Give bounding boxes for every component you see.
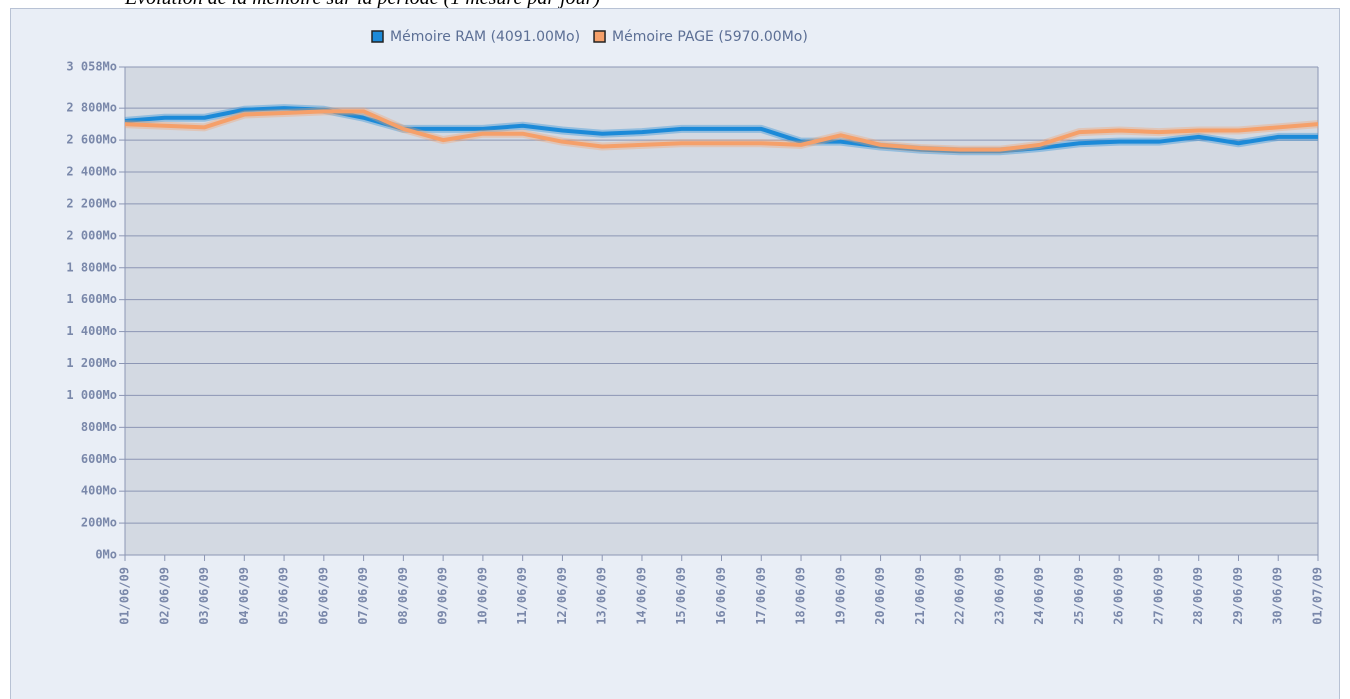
x-tick-label: 30/06/09 xyxy=(1271,567,1285,625)
x-tick-label: 05/06/09 xyxy=(277,567,291,625)
y-tick-label: 2 000Mo xyxy=(66,228,117,242)
x-tick-label: 01/06/09 xyxy=(118,567,132,625)
x-tick-label: 28/06/09 xyxy=(1191,567,1205,625)
y-tick-label: 600Mo xyxy=(81,452,117,466)
x-tick-label: 15/06/09 xyxy=(674,567,688,625)
y-tick-label: 3 058Mo xyxy=(66,60,117,74)
x-tick-label: 03/06/09 xyxy=(197,567,211,625)
y-tick-label: 1 200Mo xyxy=(66,356,117,370)
x-tick-label: 25/06/09 xyxy=(1072,567,1086,625)
x-tick-label: 19/06/09 xyxy=(833,567,847,625)
y-tick-label: 1 800Mo xyxy=(66,260,117,274)
y-tick-label: 200Mo xyxy=(81,516,117,530)
y-tick-label: 400Mo xyxy=(81,484,117,498)
x-tick-label: 24/06/09 xyxy=(1032,567,1046,625)
x-tick-label: 04/06/09 xyxy=(237,567,251,625)
x-tick-label: 12/06/09 xyxy=(555,567,569,625)
y-tick-label: 2 600Mo xyxy=(66,133,117,147)
y-tick-label: 1 600Mo xyxy=(66,292,117,306)
x-tick-label: 07/06/09 xyxy=(356,567,370,625)
y-tick-label: 2 200Mo xyxy=(66,196,117,210)
legend-label: Mémoire PAGE (5970.00Mo) xyxy=(612,29,808,45)
x-tick-label: 06/06/09 xyxy=(316,567,330,625)
x-tick-label: 23/06/09 xyxy=(992,567,1006,625)
x-tick-label: 21/06/09 xyxy=(913,567,927,625)
x-tick-label: 29/06/09 xyxy=(1231,567,1245,625)
y-tick-label: 1 000Mo xyxy=(66,388,117,402)
legend-label: Mémoire RAM (4091.00Mo) xyxy=(390,29,580,45)
legend-swatch xyxy=(593,30,606,43)
y-tick-label: 800Mo xyxy=(81,420,117,434)
series-line xyxy=(124,109,1319,152)
x-tick-label: 17/06/09 xyxy=(754,567,768,625)
x-tick-label: 14/06/09 xyxy=(634,567,648,625)
y-tick-label: 0Mo xyxy=(95,548,117,562)
x-tick-label: 13/06/09 xyxy=(595,567,609,625)
x-tick-label: 20/06/09 xyxy=(873,567,887,625)
x-tick-label: 18/06/09 xyxy=(794,567,808,625)
chart-title: Évolution de la mémoire sur la période (… xyxy=(124,0,600,9)
x-tick-label: 10/06/09 xyxy=(475,567,489,625)
x-tick-label: 22/06/09 xyxy=(953,567,967,625)
x-tick-label: 26/06/09 xyxy=(1112,567,1126,625)
x-tick-label: 27/06/09 xyxy=(1151,567,1165,625)
x-tick-label: 01/07/09 xyxy=(1311,567,1325,625)
x-tick-label: 16/06/09 xyxy=(714,567,728,625)
x-tick-label: 08/06/09 xyxy=(396,567,410,625)
x-tick-label: 11/06/09 xyxy=(515,567,529,625)
x-tick-label: 02/06/09 xyxy=(157,567,171,625)
x-tick-label: 09/06/09 xyxy=(436,567,450,625)
y-tick-label: 2 800Mo xyxy=(66,101,117,115)
y-tick-label: 2 400Mo xyxy=(66,165,117,179)
legend-swatch xyxy=(371,30,384,43)
plot-area xyxy=(125,67,1318,555)
y-tick-label: 1 400Mo xyxy=(66,324,117,338)
